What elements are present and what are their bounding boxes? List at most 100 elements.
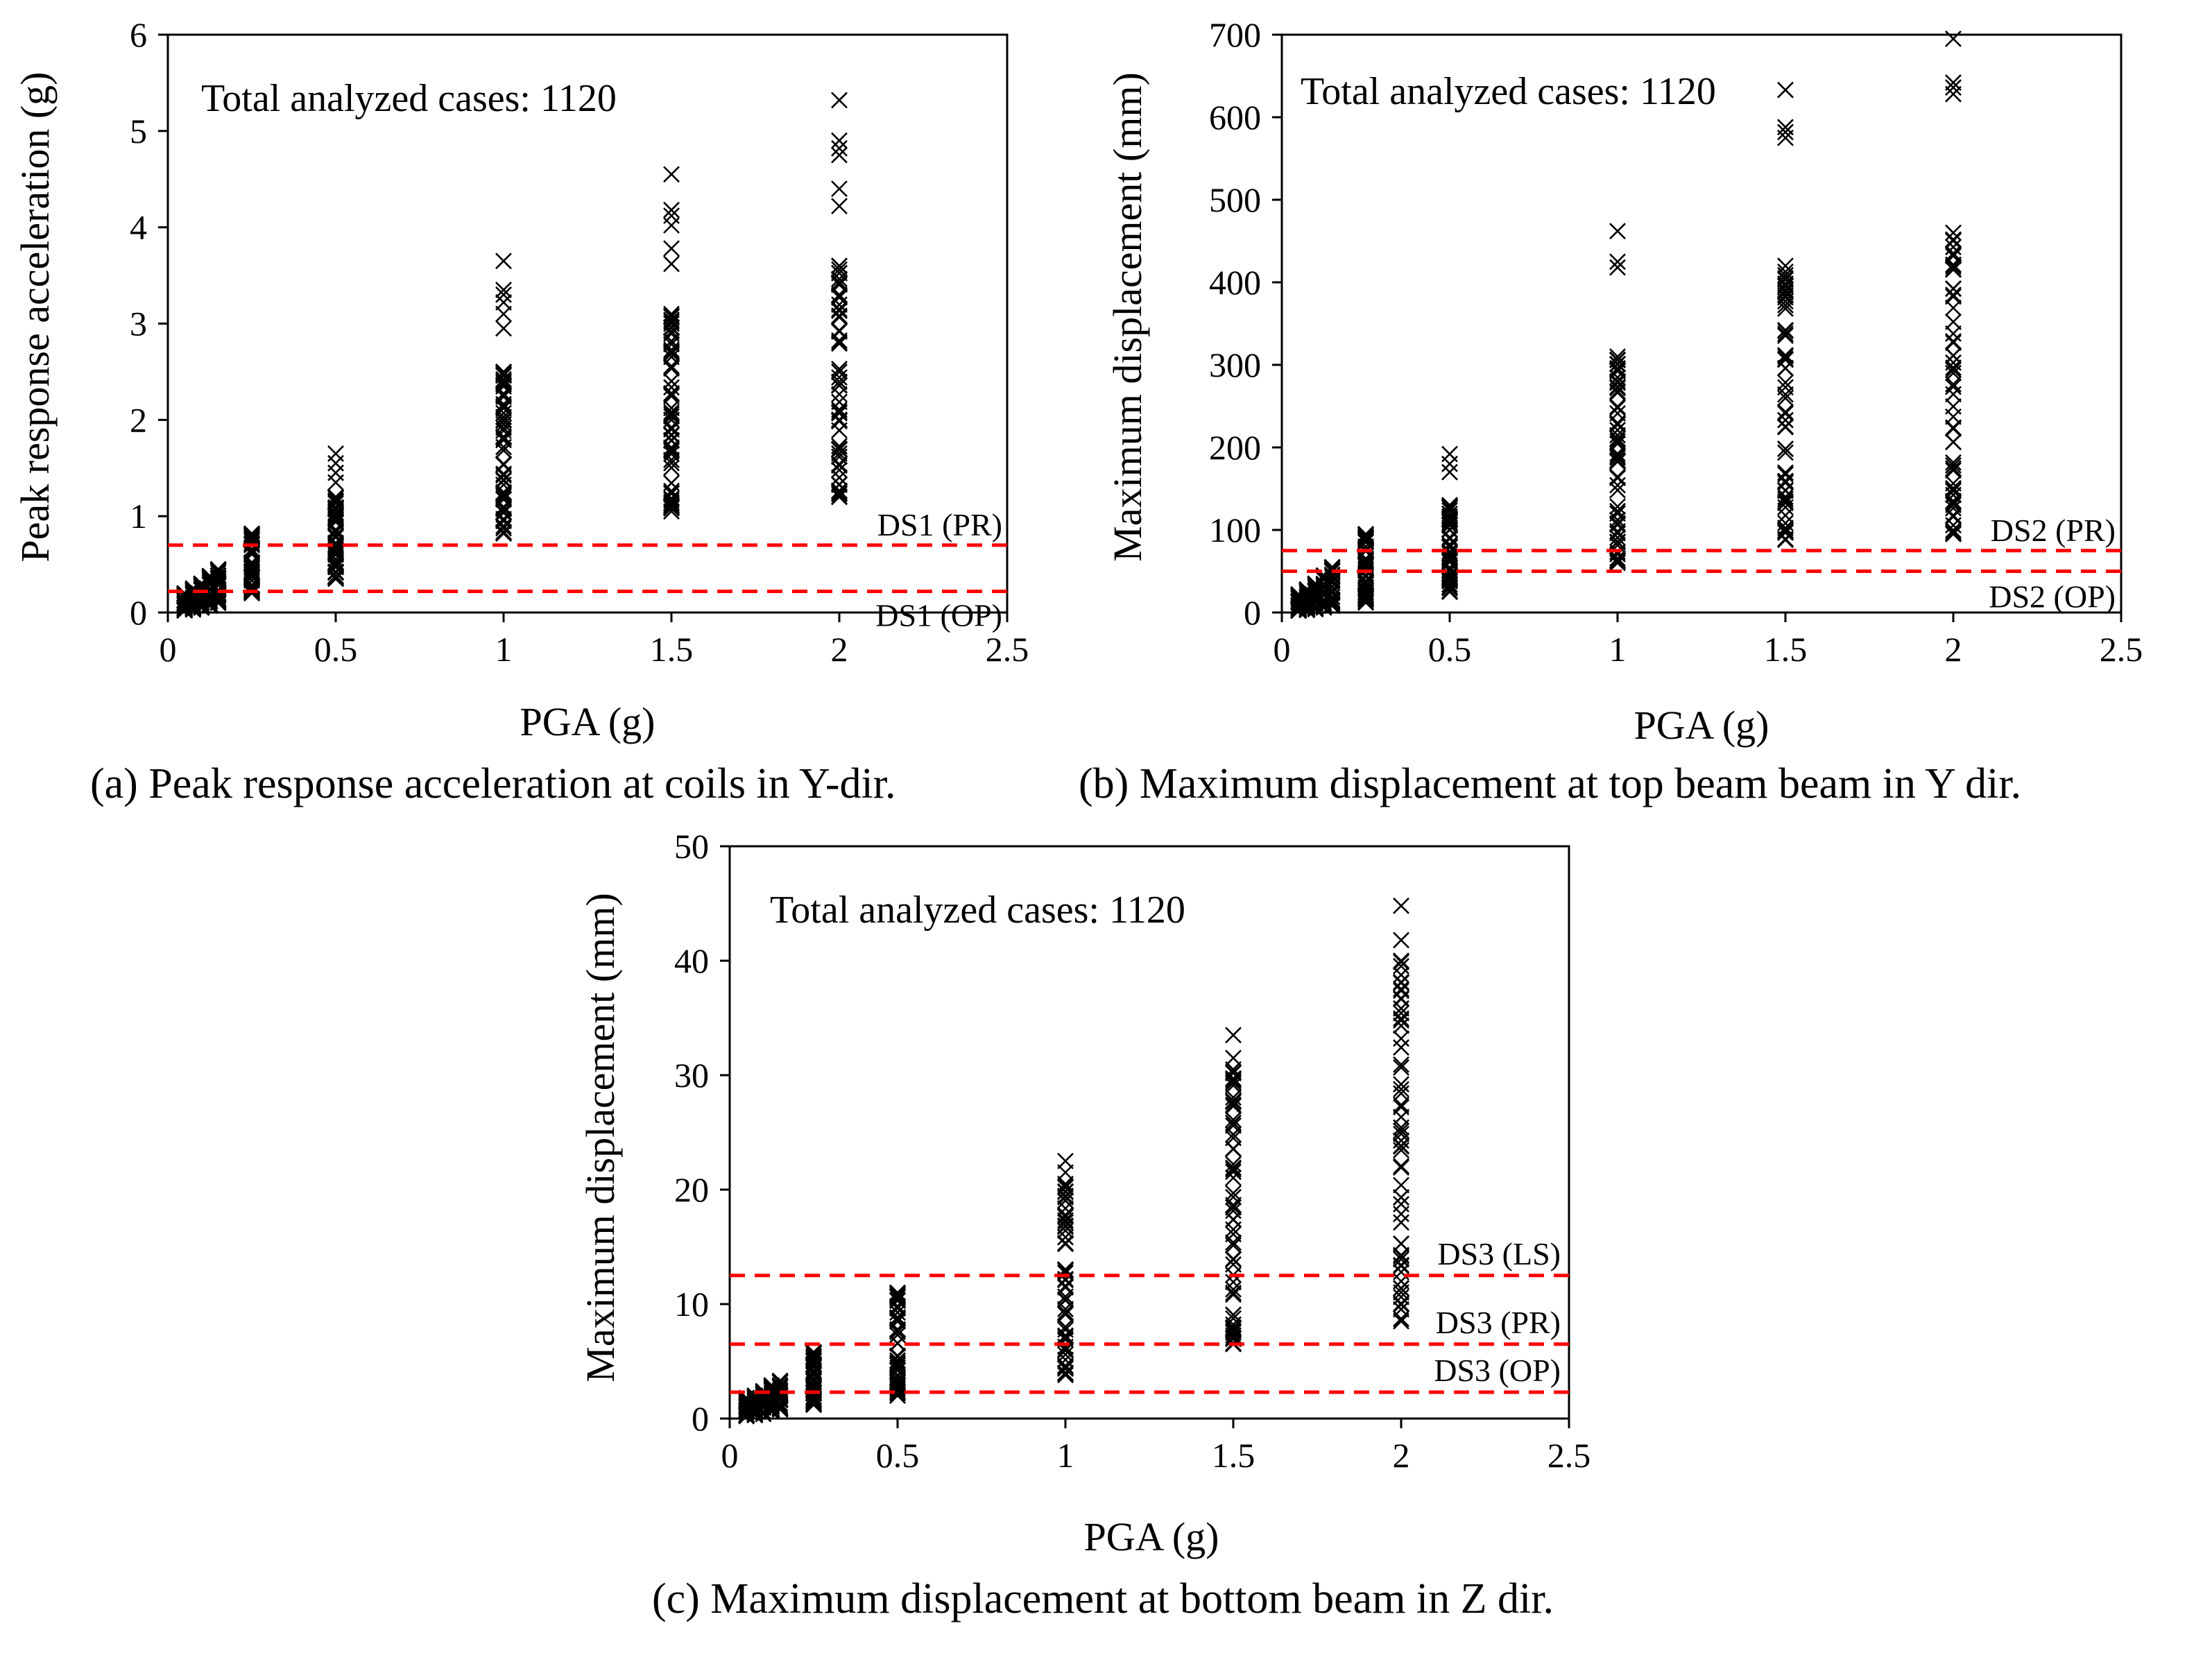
- data-point: [663, 386, 680, 403]
- data-point: [495, 370, 512, 388]
- data-point: [1945, 460, 1962, 477]
- y-tick-label: 10: [674, 1285, 709, 1324]
- data-point: [1945, 248, 1962, 265]
- y-axis-title: Maximum displacement (mm): [1105, 72, 1150, 562]
- data-point: [889, 1288, 906, 1305]
- data-point: [889, 1352, 906, 1369]
- data-point: [1057, 1152, 1074, 1170]
- data-point: [663, 485, 680, 502]
- data-point: [495, 455, 512, 472]
- data-point: [327, 495, 344, 512]
- data-point: [831, 146, 848, 164]
- data-point: [1945, 434, 1962, 451]
- data-point: [1609, 435, 1626, 452]
- data-point: [1441, 565, 1458, 583]
- data-point: [1609, 416, 1626, 432]
- data-point: [1393, 1159, 1409, 1176]
- data-point: [243, 560, 260, 578]
- data-point: [1609, 253, 1626, 271]
- data-point: [1609, 348, 1626, 366]
- data-point: [1225, 1234, 1242, 1251]
- data-point: [209, 594, 227, 612]
- data-point: [1323, 597, 1341, 615]
- data-point: [327, 445, 344, 462]
- data-point: [1609, 259, 1626, 276]
- data-point: [1945, 313, 1962, 330]
- data-point: [243, 558, 260, 576]
- data-point: [1225, 1210, 1242, 1228]
- data-point: [495, 525, 512, 542]
- data-point: [1393, 897, 1409, 914]
- data-point: [1393, 982, 1409, 1000]
- data-point: [1225, 1156, 1242, 1173]
- data-point: [1057, 1303, 1074, 1321]
- data-point: [1945, 364, 1962, 382]
- data-point: [1945, 508, 1962, 525]
- data-point: [831, 198, 848, 215]
- data-point: [1777, 282, 1794, 299]
- data-point: [1777, 263, 1794, 280]
- data-point: [1609, 468, 1626, 486]
- data-point: [1945, 31, 1962, 47]
- data-point: [1441, 513, 1458, 531]
- x-tick-label: 1.5: [650, 630, 694, 669]
- data-point: [889, 1304, 906, 1321]
- data-point: [495, 483, 512, 501]
- data-point: [1225, 1322, 1242, 1339]
- data-point: [663, 201, 680, 219]
- x-tick-label: 0: [1274, 630, 1291, 669]
- data-point: [831, 92, 848, 109]
- y-tick-label: 5: [130, 112, 147, 151]
- data-point: [495, 252, 512, 270]
- data-point: [663, 404, 680, 420]
- data-point: [889, 1284, 906, 1301]
- x-tick-label: 0: [721, 1436, 739, 1475]
- data-point: [831, 309, 848, 326]
- data-point: [1225, 1306, 1242, 1324]
- data-point: [327, 488, 344, 506]
- y-tick-label: 3: [130, 305, 147, 343]
- data-point: [1945, 397, 1962, 415]
- data-point: [1057, 1367, 1074, 1384]
- data-point: [1441, 498, 1458, 515]
- data-point: [831, 261, 848, 278]
- data-point: [1945, 325, 1962, 342]
- data-point: [209, 590, 227, 607]
- data-point: [243, 529, 260, 545]
- x-tick-label: 2.5: [1547, 1436, 1591, 1475]
- y-axis-title: Peak response acceleration (g): [12, 72, 58, 563]
- data-point: [1945, 286, 1962, 304]
- data-point: [1393, 1017, 1409, 1034]
- data-point: [209, 567, 227, 584]
- data-point: [1609, 551, 1626, 569]
- data-point: [1777, 444, 1794, 461]
- data-point: [1945, 246, 1962, 263]
- data-point: [1945, 479, 1962, 497]
- data-point: [831, 180, 848, 198]
- data-point: [663, 305, 680, 323]
- data-point: [1225, 1324, 1242, 1342]
- data-point: [1441, 583, 1458, 601]
- data-point: [1777, 403, 1794, 420]
- y-tick-label: 4: [130, 208, 147, 247]
- data-point: [831, 476, 848, 493]
- data-point: [771, 1401, 789, 1418]
- data-point: [771, 1373, 789, 1391]
- data-point: [663, 360, 680, 377]
- data-point: [495, 404, 512, 422]
- data-point: [1393, 1288, 1409, 1305]
- data-point: [1225, 1027, 1242, 1044]
- data-point: [663, 388, 680, 405]
- data-point: [831, 274, 848, 291]
- data-point: [327, 529, 344, 546]
- data-point: [1441, 543, 1458, 560]
- data-point: [831, 393, 848, 411]
- data-point: [1441, 445, 1458, 463]
- data-point: [243, 525, 260, 542]
- data-point: [1057, 1235, 1074, 1251]
- data-point: [1945, 486, 1962, 504]
- data-point: [495, 294, 512, 311]
- data-point: [1945, 481, 1962, 498]
- data-point: [663, 427, 680, 444]
- data-point: [1393, 953, 1409, 970]
